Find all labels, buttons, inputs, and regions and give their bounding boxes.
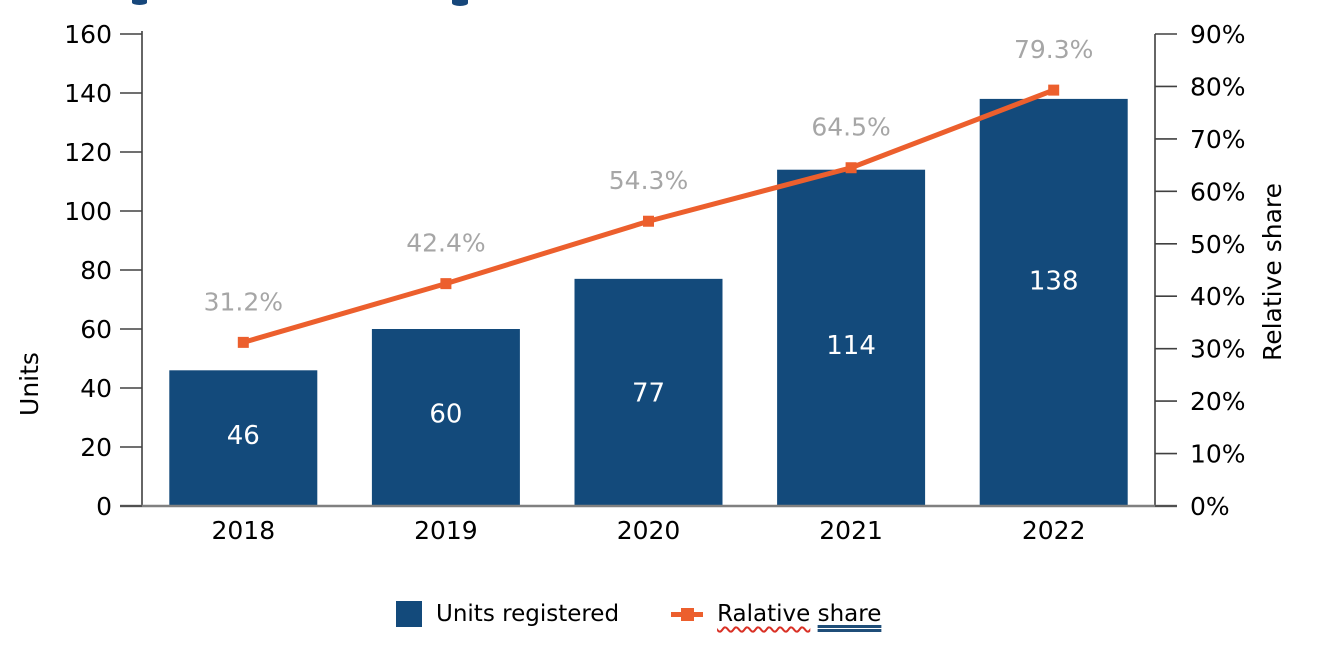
line-marker-2021 (845, 162, 857, 174)
bar-2022 (979, 98, 1128, 507)
right-axis-tick-label: 40% (1190, 282, 1246, 311)
left-axis-tick-label: 80 (80, 256, 112, 285)
right-axis-tick-label: 70% (1190, 125, 1246, 154)
x-axis-label-2022: 2022 (1022, 516, 1086, 545)
legend-bar-swatch-icon (396, 601, 422, 627)
bar-value-label: 77 (632, 378, 665, 408)
line-marker-2022 (1048, 84, 1060, 96)
right-axis-tick-label: 0% (1190, 492, 1230, 521)
point-label: 42.4% (406, 229, 485, 258)
bar-value-label: 114 (826, 331, 876, 361)
left-axis-tick-label: 120 (64, 138, 112, 167)
right-axis-tick-label: 30% (1190, 335, 1246, 364)
misspelled-word: Ralative (717, 601, 811, 627)
left-axis-tick-label: 160 (64, 20, 112, 49)
bar-2018 (169, 370, 318, 506)
right-axis-tick-label: 20% (1190, 387, 1246, 416)
x-axis-label-2020: 2020 (617, 516, 681, 545)
legend-label-relative-share: Ralative share (717, 601, 881, 627)
legend-line-marker-icon (671, 607, 704, 621)
left-axis-tick-label: 0 (96, 492, 112, 521)
bar-2021 (777, 169, 926, 506)
bar-value-label: 138 (1029, 266, 1079, 296)
cropped-title-descender (452, 0, 468, 6)
x-axis-label-2019: 2019 (414, 516, 478, 545)
point-label: 79.3% (1014, 35, 1093, 64)
right-axis-tick-label: 50% (1190, 230, 1246, 259)
x-axis-label-2018: 2018 (211, 516, 275, 545)
left-axis-tick-label: 140 (64, 79, 112, 108)
right-axis-tick-label: 10% (1190, 440, 1246, 469)
left-axis-tick-label: 20 (80, 433, 112, 462)
x-axis-label-2021: 2021 (819, 516, 883, 545)
bar-value-label: 60 (429, 400, 462, 430)
right-axis-title: Relative share (1258, 183, 1287, 361)
point-label: 64.5% (811, 113, 890, 142)
line-marker-2019 (440, 278, 452, 290)
line-marker-2018 (237, 336, 249, 348)
point-label: 31.2% (204, 287, 283, 316)
grammar-flagged-word: share (817, 601, 882, 627)
legend-line-point (681, 608, 695, 621)
left-axis-tick-label: 100 (64, 197, 112, 226)
chart-legend: Units registered Ralative share (396, 601, 881, 627)
point-label: 54.3% (609, 166, 688, 195)
line-marker-2020 (643, 215, 654, 227)
right-axis-tick-label: 60% (1190, 177, 1246, 206)
left-axis-tick-label: 60 (80, 315, 112, 344)
bar-2020 (574, 278, 723, 506)
bar-2019 (371, 329, 520, 506)
right-axis-tick-label: 80% (1190, 72, 1246, 101)
legend-label-units: Units registered (436, 601, 620, 627)
left-axis-tick-label: 40 (80, 374, 112, 403)
right-axis-tick-label: 90% (1190, 20, 1246, 49)
left-axis-title: Units (15, 352, 44, 416)
bar-value-label: 46 (227, 421, 260, 451)
legend-item-relative-share: Ralative share (671, 601, 881, 627)
legend-item-units: Units registered (396, 601, 619, 627)
cropped-title-descender (132, 0, 147, 5)
